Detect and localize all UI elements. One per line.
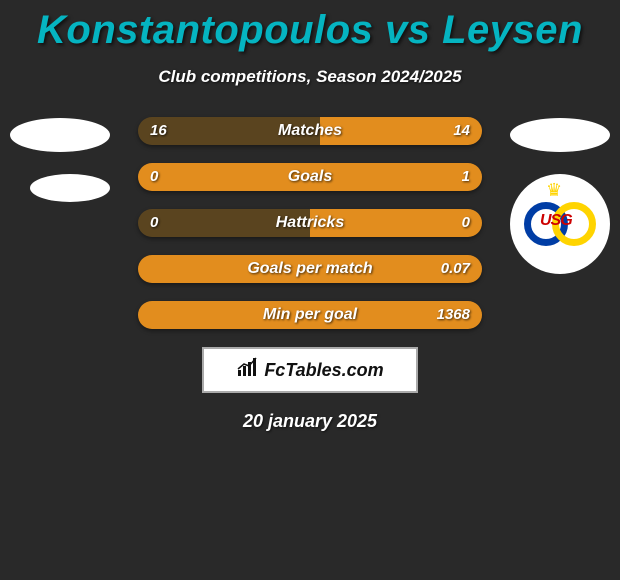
stat-label: Goals (138, 163, 482, 191)
player-placeholder-icon (510, 118, 610, 152)
player-right-avatars: ♛ USG (510, 118, 610, 274)
club-badge-icon: ♛ USG (510, 174, 610, 274)
stats-bars: 1614Matches 01Goals 00Hattricks 0.07Goals p… (138, 117, 482, 329)
stat-bar: 00Hattricks (138, 209, 482, 237)
player-left-avatars (10, 118, 110, 224)
player-placeholder-icon (10, 118, 110, 152)
stat-label: Matches (138, 117, 482, 145)
stat-label: Hattricks (138, 209, 482, 237)
crown-icon: ♛ (546, 182, 574, 198)
brand-text: FcTables.com (264, 360, 383, 381)
stat-bar: 1614Matches (138, 117, 482, 145)
stat-bar: 1368Min per goal (138, 301, 482, 329)
chart-icon (236, 356, 260, 385)
stat-label: Goals per match (138, 255, 482, 283)
stat-bar: 01Goals (138, 163, 482, 191)
stat-bar: 0.07Goals per match (138, 255, 482, 283)
date-text: 20 january 2025 (0, 411, 620, 432)
subtitle: Club competitions, Season 2024/2025 (0, 67, 620, 87)
page-title: Konstantopoulos vs Leysen (0, 0, 620, 53)
club-badge-text: USG (540, 212, 572, 230)
club-placeholder-icon (30, 174, 110, 202)
stat-label: Min per goal (138, 301, 482, 329)
brand-box[interactable]: FcTables.com (202, 347, 418, 393)
